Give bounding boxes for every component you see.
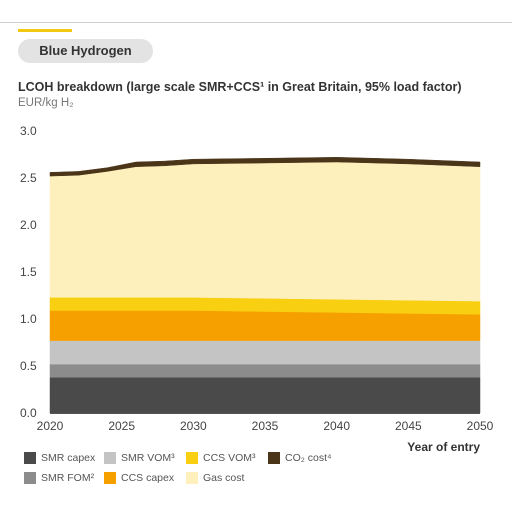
x-tick-label-0: 2020 (37, 419, 64, 433)
accent-bar (18, 29, 72, 32)
area-series-0 (49, 377, 481, 414)
legend-swatch (104, 452, 116, 464)
legend-item-3: CCS capex (104, 472, 174, 484)
chart-axes: 0.0 0.5 1.0 1.5 2.0 2.5 3.0 2020 2025 2030 2035 204… (20, 124, 494, 454)
legend-swatch (104, 472, 116, 484)
y-tick-label-0: 0.0 (20, 406, 37, 420)
y-tick-label-1: 0.5 (20, 359, 37, 373)
legend-swatch (24, 472, 36, 484)
x-tick-label-1: 2025 (108, 419, 135, 433)
top-divider (0, 22, 512, 23)
legend-item-2: SMR VOM³ (104, 452, 175, 464)
area-series-6 (49, 157, 481, 177)
legend-item-1: SMR FOM² (24, 472, 94, 484)
x-tick-label-3: 2035 (252, 419, 279, 433)
legend-swatch (186, 452, 198, 464)
legend-label: Gas cost (203, 472, 245, 484)
y-tick-label-6: 3.0 (20, 124, 37, 138)
legend-label: SMR VOM³ (121, 452, 175, 464)
section-badge: Blue Hydrogen (18, 39, 153, 63)
chart-areas (49, 157, 481, 414)
y-tick-label-4: 2.0 (20, 218, 37, 232)
y-axis-label: EUR/kg H₂ (18, 97, 74, 109)
legend-label: SMR capex (41, 452, 96, 464)
legend-item-6: CO₂ cost⁴ (268, 452, 332, 464)
legend-label: SMR FOM² (41, 472, 95, 484)
legend-label: CO₂ cost⁴ (285, 452, 332, 464)
legend-item-5: Gas cost (186, 472, 244, 484)
x-tick-label-5: 2045 (395, 419, 422, 433)
area-series-2 (49, 340, 481, 365)
x-tick-label-2: 2030 (180, 419, 207, 433)
legend-swatch (268, 452, 280, 464)
y-tick-label-3: 1.5 (20, 265, 37, 279)
chart-title: LCOH breakdown (large scale SMR+CCS¹ in … (18, 80, 462, 94)
legend-label: CCS VOM³ (203, 452, 256, 464)
x-tick-label-6: 2050 (467, 419, 494, 433)
area-series-5 (49, 161, 481, 302)
chart-legend: SMR capex SMR VOM³ CCS VOM³ CO₂ cost⁴ SMR FO… (24, 452, 504, 492)
legend-label: CCS capex (121, 472, 175, 484)
legend-item-0: SMR capex (24, 452, 95, 464)
area-series-3 (49, 310, 481, 341)
legend-swatch (186, 472, 198, 484)
legend-item-4: CCS VOM³ (186, 452, 256, 464)
y-tick-label-5: 2.5 (20, 171, 37, 185)
x-axis-title: Year of entry (407, 440, 480, 454)
y-tick-label-2: 1.0 (20, 312, 37, 326)
legend-swatch (24, 452, 36, 464)
x-tick-label-4: 2040 (323, 419, 350, 433)
area-series-1 (49, 363, 481, 378)
